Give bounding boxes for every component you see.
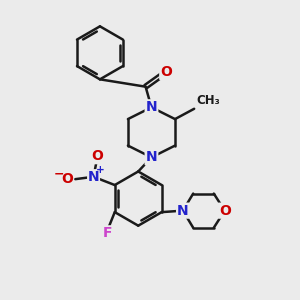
Text: −: − (54, 167, 64, 180)
Text: +: + (96, 165, 104, 175)
Text: O: O (160, 65, 172, 79)
Text: O: O (91, 149, 103, 163)
Text: N: N (146, 100, 157, 114)
Text: O: O (219, 204, 231, 218)
Text: F: F (103, 226, 112, 240)
Text: O: O (61, 172, 73, 186)
Text: N: N (88, 170, 99, 184)
Text: N: N (146, 150, 157, 164)
Text: N: N (177, 204, 189, 218)
Text: CH₃: CH₃ (196, 94, 220, 107)
